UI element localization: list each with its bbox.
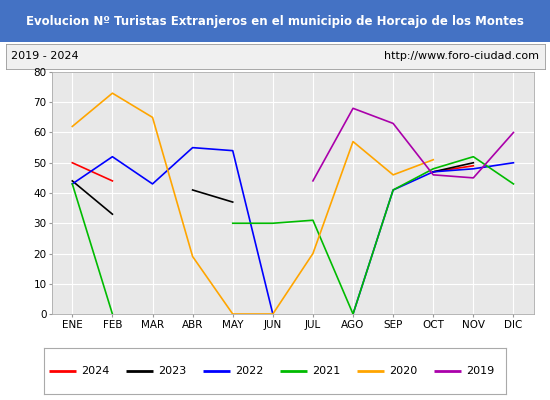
Text: Evolucion Nº Turistas Extranjeros en el municipio de Horcajo de los Montes: Evolucion Nº Turistas Extranjeros en el … [26,14,524,28]
Text: 2020: 2020 [389,366,417,376]
Text: http://www.foro-ciudad.com: http://www.foro-ciudad.com [384,52,539,62]
Text: 2021: 2021 [312,366,340,376]
Text: 2024: 2024 [81,366,109,376]
Text: 2019: 2019 [466,366,494,376]
Text: 2019 - 2024: 2019 - 2024 [11,52,79,62]
Text: 2023: 2023 [158,366,186,376]
Text: 2022: 2022 [235,366,263,376]
